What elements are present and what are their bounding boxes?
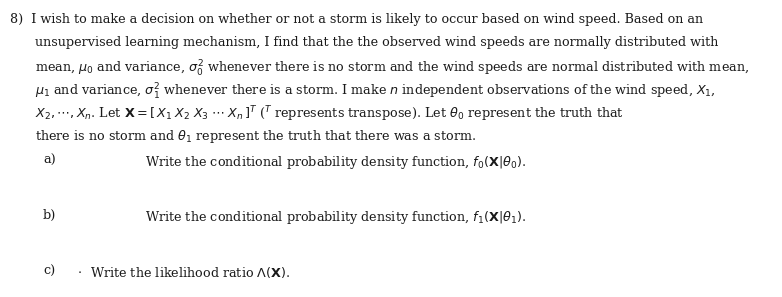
Text: $X_2, \cdots, X_n$. Let $\mathbf{X} = \left[\, X_1 \; X_2 \; X_3 \; \cdots \; X_: $X_2, \cdots, X_n$. Let $\mathbf{X} = \l… xyxy=(35,105,624,124)
Text: there is no storm and $\theta_1$ represent the truth that there was a storm.: there is no storm and $\theta_1$ represe… xyxy=(35,128,476,145)
Text: Write the likelihood ratio $\Lambda(\mathbf{X})$.: Write the likelihood ratio $\Lambda(\mat… xyxy=(90,265,290,280)
Text: Write the conditional probability density function, $f_1(\mathbf{X}|\theta_1)$.: Write the conditional probability densit… xyxy=(145,209,526,226)
Text: $\cdot$: $\cdot$ xyxy=(77,265,81,278)
Text: b): b) xyxy=(43,209,56,222)
Text: unsupervised learning mechanism, I find that the the observed wind speeds are no: unsupervised learning mechanism, I find … xyxy=(35,36,719,49)
Text: 8)  I wish to make a decision on whether or not a storm is likely to occur based: 8) I wish to make a decision on whether … xyxy=(10,13,703,26)
Text: a): a) xyxy=(43,154,56,168)
Text: mean, $\mu_0$ and variance, $\sigma_0^2$ whenever there is no storm and the wind: mean, $\mu_0$ and variance, $\sigma_0^2$… xyxy=(35,59,749,79)
Text: c): c) xyxy=(43,265,56,278)
Text: $\mu_1$ and variance, $\sigma_1^2$ whenever there is a storm. I make $n$ indepen: $\mu_1$ and variance, $\sigma_1^2$ whene… xyxy=(35,82,716,102)
Text: Write the conditional probability density function, $f_0(\mathbf{X}|\theta_0)$.: Write the conditional probability densit… xyxy=(145,154,526,171)
